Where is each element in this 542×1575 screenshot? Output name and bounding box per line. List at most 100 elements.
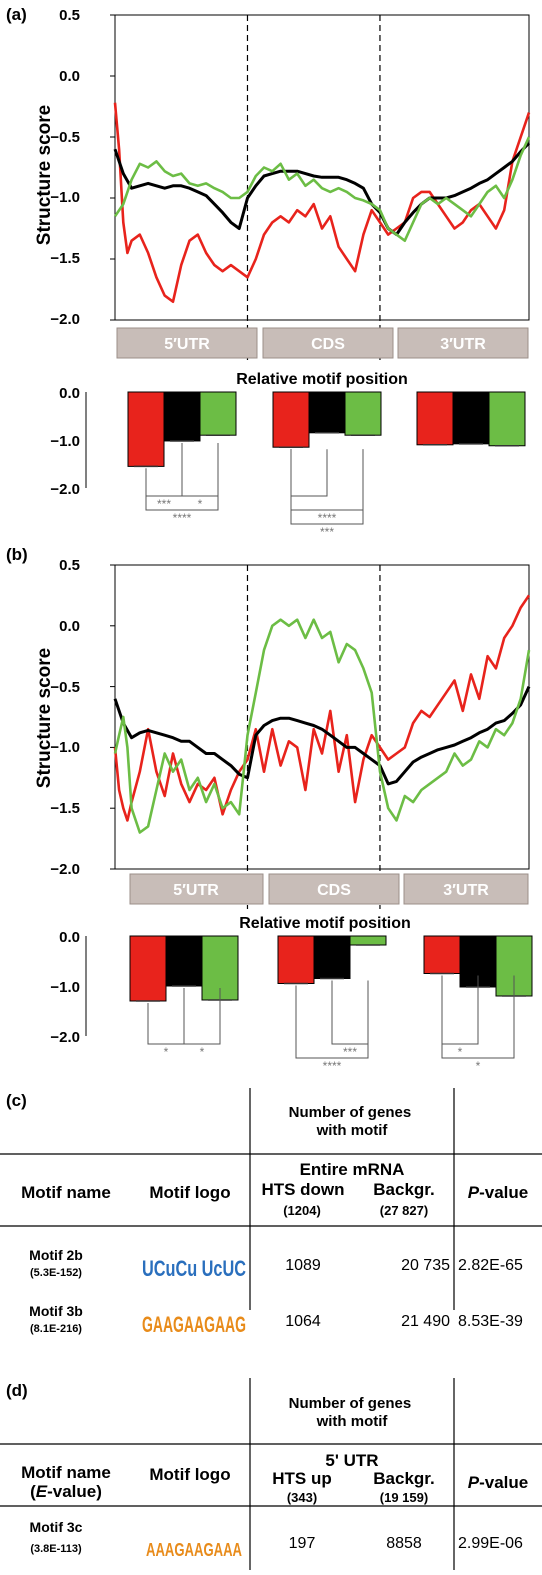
panel-a-label: (a) (6, 5, 27, 24)
bar (129, 935, 167, 1002)
row-motif-evalue: (5.3E-152) (30, 1267, 82, 1279)
table-c-col-hts: HTS down (261, 1180, 344, 1199)
bar (199, 391, 237, 436)
panel-a-ytick: 0.5 (59, 7, 80, 24)
row-motif-name: Motif 3c (30, 1519, 83, 1535)
bar (349, 935, 387, 946)
table-c-col-p: P-value (468, 1183, 528, 1202)
table-c-col-bg: Backgr. (373, 1180, 434, 1199)
table-d-col-p: P-value (468, 1473, 528, 1492)
bar (272, 391, 310, 448)
table-d-col-hts: HTS up (272, 1469, 332, 1488)
panel-b-y-ticks: 0.5 0.0 −0.5 −1.0 −1.5 −2.0 (50, 557, 80, 878)
row-bg: 20 735 (401, 1257, 450, 1274)
segment-5utr-label: 5′UTR (173, 882, 219, 899)
significance-label: * (198, 497, 203, 511)
series-line-1 (113, 685, 531, 786)
motif-logo: UCuCu UcUC (142, 1256, 246, 1281)
series-line-2 (113, 136, 531, 242)
table-c-group-header: Number of genes with motif (289, 1104, 416, 1139)
panel-b-ytick: −2.0 (50, 861, 80, 878)
segment-cds (268, 873, 400, 905)
panel-d-table: (d) Number of genes with motif 5' UTR Mo… (0, 1378, 542, 1570)
significance-label: * (476, 1059, 481, 1073)
table-c-col-logo: Motif logo (149, 1183, 230, 1202)
motif-logo: GAAGAAGAAG (142, 1312, 246, 1337)
segment-3utr (403, 873, 529, 905)
panel-a-y-ticks: 0.5 0.0 −0.5 −1.0 −1.5 −2.0 (50, 7, 80, 328)
bar (488, 391, 526, 447)
panel-b: (b) Structure score 0.5 0.0 −0.5 −1.0 −1… (6, 545, 533, 1073)
panel-a-bar-ytick: 0.0 (59, 385, 80, 402)
bar (344, 391, 382, 436)
table-d-group-header: Number of genes with motif (289, 1395, 416, 1430)
panel-a-ytick: −1.5 (50, 250, 80, 267)
panel-b-plot-frame (114, 564, 530, 870)
panel-d-label: (d) (6, 1381, 28, 1400)
segment-5utr-label: 5′UTR (164, 336, 210, 353)
segment-cds (262, 327, 394, 359)
significance-bracket (145, 468, 183, 497)
segment-cds-label: CDS (317, 882, 351, 899)
panel-a-bar-x-label: Relative motif position (236, 371, 408, 388)
significance-bracket (145, 468, 219, 511)
significance-bracket (183, 988, 221, 1045)
row-p: 2.99E-06 (458, 1535, 523, 1552)
panel-a-dividers (246, 15, 381, 360)
panel-b-ytick: −1.0 (50, 739, 80, 756)
table-d-col-name-sub: (E-value) (30, 1482, 102, 1501)
significance-bracket (441, 975, 515, 1059)
significance-bracket (290, 449, 328, 497)
table-d-col-bg: Backgr. (373, 1469, 434, 1488)
panel-a-bar-ytick: −2.0 (50, 481, 80, 498)
bar (277, 935, 315, 984)
panel-a-ytick: 0.0 (59, 68, 80, 85)
segment-5utr (129, 873, 264, 905)
panel-b-bar-ytick: −2.0 (50, 1029, 80, 1046)
significance-bracket (147, 1003, 185, 1045)
series-line-1 (113, 142, 531, 237)
panel-a-tick-marks (110, 14, 115, 321)
significance-label: **** (323, 1059, 342, 1073)
row-motif-name: Motif 3b (29, 1303, 83, 1319)
significance-bracket (290, 449, 364, 525)
significance-bracket (295, 985, 369, 1059)
panel-c-label: (c) (6, 1091, 27, 1110)
motif-logo: AAAGAAGAAA (146, 1540, 242, 1560)
row-motif-name: Motif 2b (29, 1247, 83, 1263)
panel-a-ytick: −0.5 (50, 129, 80, 146)
panel-c-table: (c) Number of genes with motif Entire mR… (0, 1088, 542, 1337)
motif-logo-letters: AAAGAAGAAA (146, 1540, 242, 1560)
panel-a-plot-frame (114, 14, 530, 321)
panel-a-bar-y-ticks: 0.0 −1.0 −2.0 (50, 385, 80, 498)
segment-3utr-label: 3′UTR (443, 882, 489, 899)
motif-logo-letters: UCuCu UcUC (142, 1256, 246, 1281)
table-c-col-name: Motif name (21, 1183, 111, 1202)
bar (308, 391, 346, 434)
panel-b-label: (b) (6, 545, 28, 564)
group-header-line1: Number of genes (289, 1395, 412, 1412)
row-p: 8.53E-39 (458, 1313, 523, 1330)
group-header-line1: Number of genes (289, 1104, 412, 1121)
row-bg: 8858 (386, 1535, 422, 1552)
significance-label: *** (343, 1045, 357, 1059)
bar (452, 391, 490, 445)
group-header-line2: with motif (316, 1413, 389, 1430)
panel-a-y-axis-label: Structure score (34, 105, 55, 245)
table-c-col-bg-n: (27 827) (380, 1203, 428, 1218)
significance-label: * (200, 1045, 205, 1059)
table-d-region: 5' UTR (325, 1451, 378, 1470)
panel-b-bar-ytick: −1.0 (50, 979, 80, 996)
motif-logo-letters: GAAGAAGAAG (142, 1312, 246, 1337)
bar (416, 391, 454, 446)
row-p: 2.82E-65 (458, 1257, 523, 1274)
panel-a: (a) Structure score 0.5 0.0 −0.5 −1.0 −1… (6, 5, 531, 539)
table-d-col-name: Motif name (21, 1463, 111, 1482)
panel-b-bar-ytick: 0.0 (59, 929, 80, 946)
significance-bracket (181, 442, 219, 497)
table-d-col-logo: Motif logo (149, 1465, 230, 1484)
significance-label: **** (318, 511, 337, 525)
bar (423, 935, 461, 974)
panel-b-ytick: 0.0 (59, 618, 80, 635)
